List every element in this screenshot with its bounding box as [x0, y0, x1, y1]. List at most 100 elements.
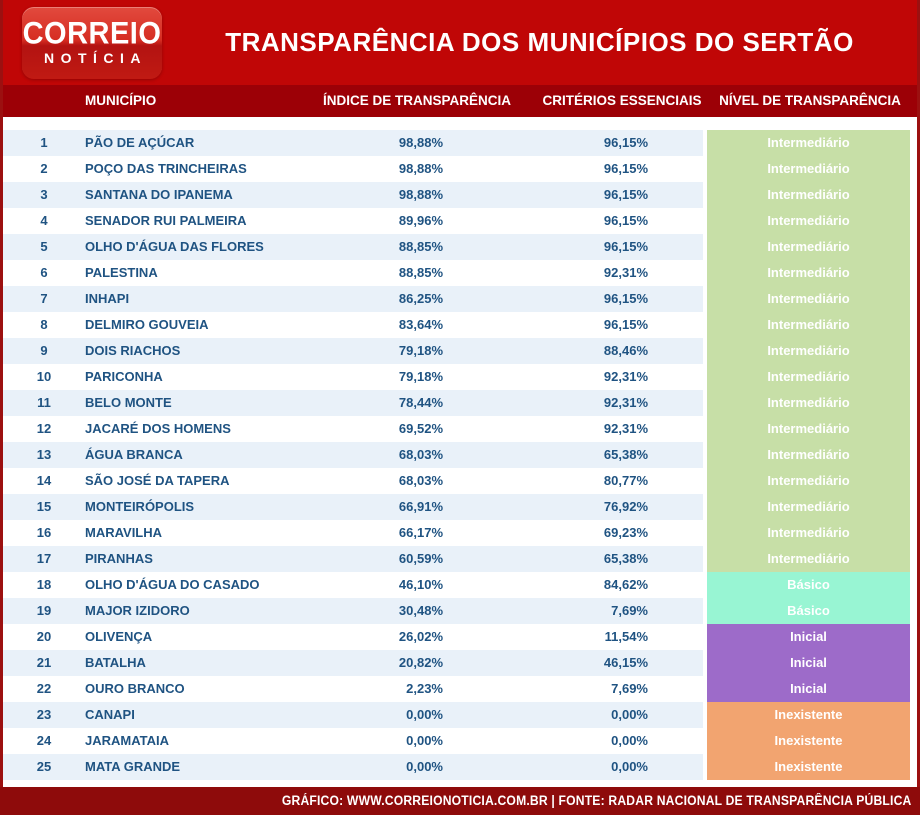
column-gap — [703, 624, 707, 650]
indice-value: 98,88% — [398, 161, 443, 176]
column-gap — [703, 728, 707, 754]
municipality-name: DOIS RIACHOS — [85, 343, 181, 358]
row-filler — [651, 260, 703, 286]
row-main: 5 OLHO D'ÁGUA DAS FLORES 88,85% 96,15% — [3, 234, 703, 260]
row-main: 25 MATA GRANDE 0,00% 0,00% — [3, 754, 703, 780]
column-gap — [703, 442, 707, 468]
indice-value: 78,44% — [398, 395, 443, 410]
column-gap — [703, 338, 707, 364]
rank-number: 25 — [36, 759, 52, 774]
level-cell: Inicial — [707, 650, 910, 676]
indice-value: 26,02% — [398, 629, 443, 644]
level-cell: Intermediário — [707, 390, 910, 416]
level-cell: Intermediário — [707, 364, 910, 390]
indice-value: 20,82% — [398, 655, 443, 670]
criterios-value: 84,62% — [603, 577, 648, 592]
column-gap — [703, 260, 707, 286]
row-filler — [651, 624, 703, 650]
row-filler — [651, 312, 703, 338]
logo-line2: NOTÍCIA — [43, 49, 148, 66]
level-cell: Inexistente — [707, 754, 910, 780]
indice-value: 86,25% — [398, 291, 443, 306]
row-filler — [651, 390, 703, 416]
rank-number: 6 — [40, 265, 48, 280]
table-row: 1 PÃO DE AÇÚCAR 98,88% 96,15% Intermediário — [3, 130, 917, 156]
rank-number: 17 — [36, 551, 52, 566]
column-gap — [703, 234, 707, 260]
row-main: 22 OURO BRANCO 2,23% 7,69% — [3, 676, 703, 702]
criterios-value: 7,69% — [611, 681, 648, 696]
row-main: 24 JARAMATAIA 0,00% 0,00% — [3, 728, 703, 754]
column-gap — [703, 598, 707, 624]
table-row: 9 DOIS RIACHOS 79,18% 88,46% Intermediário — [3, 338, 917, 364]
municipality-name: PARICONHA — [85, 369, 163, 384]
rank-number: 12 — [36, 421, 52, 436]
indice-value: 0,00% — [406, 733, 443, 748]
criterios-value: 92,31% — [603, 369, 648, 384]
criterios-value: 96,15% — [603, 291, 648, 306]
level-cell: Intermediário — [707, 338, 910, 364]
criterios-value: 11,54% — [604, 629, 648, 644]
municipality-name: BELO MONTE — [85, 395, 172, 410]
row-filler — [651, 572, 703, 598]
table-row: 4 SENADOR RUI PALMEIRA 89,96% 96,15% Interme… — [3, 208, 917, 234]
level-cell: Intermediário — [707, 416, 910, 442]
municipality-name: JACARÉ DOS HOMENS — [85, 421, 231, 436]
column-gap — [703, 182, 707, 208]
table-row: 5 OLHO D'ÁGUA DAS FLORES 88,85% 96,15% Inter… — [3, 234, 917, 260]
criterios-value: 76,92% — [603, 499, 648, 514]
row-filler — [651, 442, 703, 468]
indice-value: 88,85% — [398, 239, 443, 254]
rank-number: 5 — [40, 239, 48, 254]
municipality-name: INHAPI — [85, 291, 130, 306]
column-header-indice: ÍNDICE DE TRANSPARÊNCIA — [322, 93, 512, 108]
column-gap — [703, 520, 707, 546]
municipality-name: OLHO D'ÁGUA DO CASADO — [85, 577, 260, 592]
column-gap — [703, 494, 707, 520]
rank-number: 13 — [36, 447, 52, 462]
table-row: 13 ÁGUA BRANCA 68,03% 65,38% Intermediário — [3, 442, 917, 468]
level-cell: Inicial — [707, 624, 910, 650]
criterios-value: 65,38% — [603, 447, 648, 462]
rank-number: 11 — [37, 395, 51, 410]
row-main: 15 MONTEIRÓPOLIS 66,91% 76,92% — [3, 494, 703, 520]
indice-value: 30,48% — [398, 603, 443, 618]
municipality-name: POÇO DAS TRINCHEIRAS — [85, 161, 247, 176]
indice-value: 68,03% — [398, 473, 443, 488]
table-row: 2 POÇO DAS TRINCHEIRAS 98,88% 96,15% Interme… — [3, 156, 917, 182]
level-cell: Intermediário — [707, 260, 910, 286]
column-header-criterios: CRITÉRIOS ESSENCIAIS — [542, 93, 702, 108]
indice-value: 88,85% — [398, 265, 443, 280]
column-gap — [703, 468, 707, 494]
column-gap — [703, 156, 707, 182]
table-row: 15 MONTEIRÓPOLIS 66,91% 76,92% Intermediário — [3, 494, 917, 520]
row-main: 23 CANAPI 0,00% 0,00% — [3, 702, 703, 728]
row-filler — [651, 598, 703, 624]
municipality-name: MAJOR IZIDORO — [85, 603, 190, 618]
column-gap — [703, 286, 707, 312]
level-cell: Básico — [707, 572, 910, 598]
row-filler — [651, 364, 703, 390]
rank-number: 21 — [36, 655, 52, 670]
rank-number: 4 — [40, 213, 48, 228]
level-cell: Intermediário — [707, 208, 910, 234]
criterios-value: 7,69% — [611, 603, 648, 618]
column-gap — [703, 416, 707, 442]
logo-line1: CORREIO — [22, 16, 162, 51]
footer-bar: GRÁFICO: WWW.CORREIONOTICIA.COM.BR | FON… — [0, 787, 920, 815]
row-filler — [651, 156, 703, 182]
row-filler — [651, 494, 703, 520]
column-gap — [703, 754, 707, 780]
row-filler — [651, 234, 703, 260]
municipality-name: PALESTINA — [85, 265, 158, 280]
rank-number: 20 — [36, 629, 52, 644]
municipality-name: OLIVENÇA — [85, 629, 153, 644]
rank-number: 7 — [40, 291, 48, 306]
row-filler — [651, 338, 703, 364]
indice-value: 0,00% — [406, 759, 443, 774]
table-row: 8 DELMIRO GOUVEIA 83,64% 96,15% Intermediári… — [3, 312, 917, 338]
indice-value: 69,52% — [398, 421, 443, 436]
municipality-name: JARAMATAIA — [85, 733, 170, 748]
indice-value: 68,03% — [398, 447, 443, 462]
